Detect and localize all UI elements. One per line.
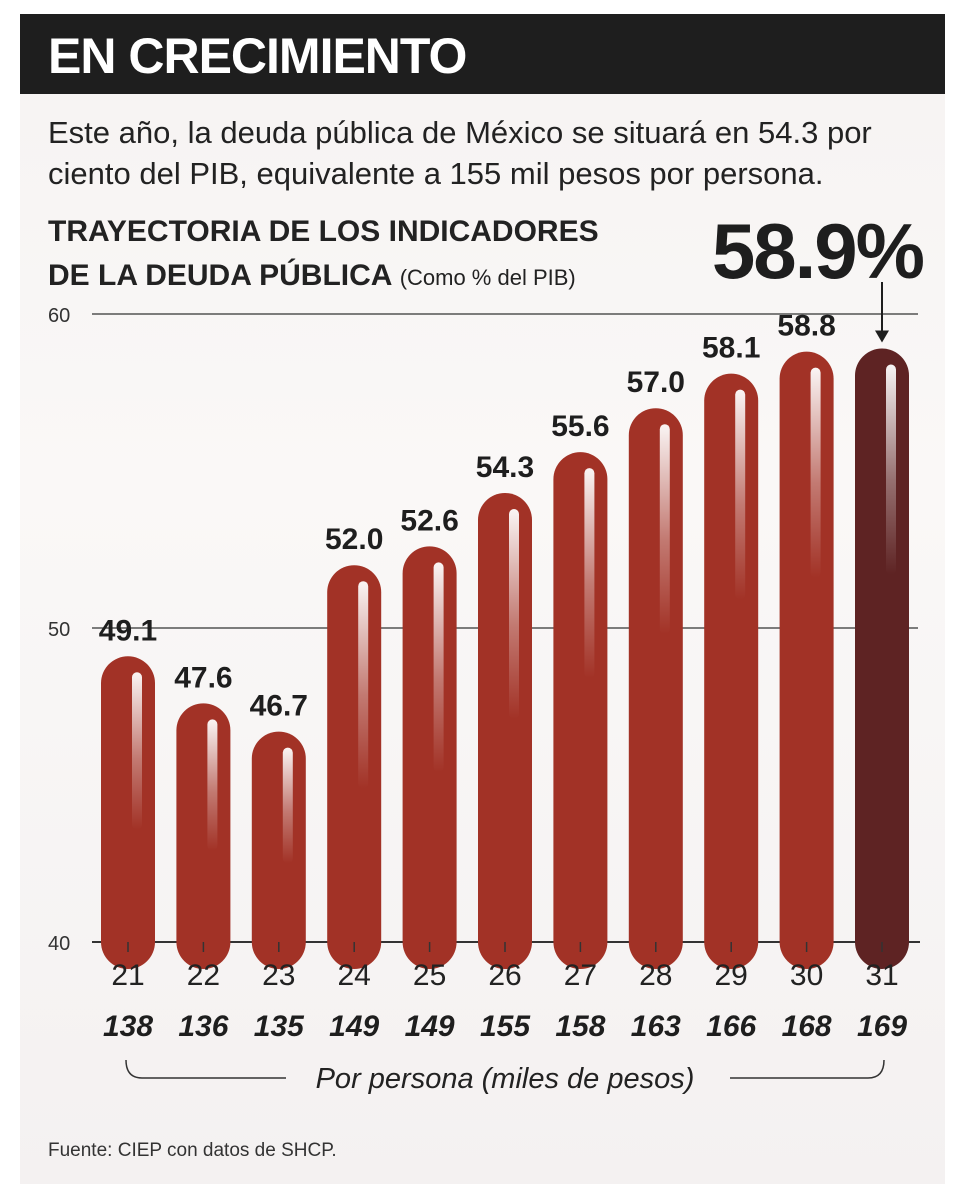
- bracket-right: [730, 1059, 885, 1079]
- per-person-label: Por persona (miles de pesos): [316, 1063, 695, 1095]
- per-person-value-30: 168: [782, 1010, 832, 1043]
- bar-shine: [282, 747, 293, 864]
- value-label-30: 58.8: [777, 310, 835, 343]
- bar-22: [176, 703, 231, 969]
- value-label-26: 54.3: [476, 451, 534, 484]
- category-label-27: 27: [564, 959, 597, 992]
- bar-31: [855, 348, 909, 969]
- source-text: CIEP con datos de SHCP.: [117, 1140, 337, 1161]
- value-label-25: 52.6: [400, 504, 458, 537]
- per-person-value-22: 136: [178, 1010, 228, 1043]
- value-label-24: 52.0: [325, 523, 383, 556]
- category-label-30: 30: [790, 959, 823, 992]
- value-label-28: 57.0: [627, 366, 685, 399]
- per-person-value-28: 163: [631, 1010, 681, 1043]
- chart-title-line2-wrap: DE LA DEUDA PÚBLICA (Como % del PIB): [48, 254, 688, 300]
- value-label-29: 58.1: [702, 332, 760, 365]
- chart-title: TRAYECTORIA DE LOS INDICADORES DE LA DEU…: [48, 210, 688, 300]
- bar-shine: [810, 367, 821, 578]
- value-label-23: 46.7: [250, 690, 308, 723]
- value-label-27: 55.6: [551, 410, 609, 443]
- bar-23: [251, 731, 306, 969]
- per-person-value-23: 135: [254, 1010, 305, 1043]
- per-person-value-21: 138: [103, 1010, 153, 1043]
- category-label-29: 29: [715, 959, 748, 992]
- per-person-value-24: 149: [329, 1010, 379, 1043]
- bar-shine: [886, 364, 896, 575]
- chart-title-line2: DE LA DEUDA PÚBLICA: [48, 259, 392, 292]
- bar-26: [478, 492, 532, 969]
- category-label-26: 26: [488, 959, 521, 992]
- per-person-value-27: 158: [555, 1010, 605, 1043]
- y-tick-label: 50: [48, 619, 70, 641]
- bar-27: [553, 452, 608, 969]
- source-label: Fuente:: [48, 1140, 113, 1161]
- bar-29: [704, 373, 759, 969]
- value-label-22: 47.6: [174, 661, 232, 694]
- y-tick-label: 40: [48, 933, 70, 955]
- bar-shine: [584, 468, 595, 679]
- bar-shine: [132, 672, 142, 830]
- header-bar: EN CRECIMIENTO: [20, 14, 945, 94]
- category-label-23: 23: [262, 959, 295, 992]
- bar-shine: [207, 719, 218, 851]
- bar-24: [327, 565, 382, 969]
- bar-shine: [735, 389, 746, 600]
- bar-shine: [509, 508, 519, 719]
- category-label-25: 25: [413, 959, 446, 992]
- category-label-24: 24: [338, 959, 371, 992]
- chart-title-unit: (Como % del PIB): [399, 265, 576, 290]
- category-label-21: 21: [111, 959, 144, 992]
- bar-25: [402, 546, 457, 969]
- chart-title-line1: TRAYECTORIA DE LOS INDICADORES: [48, 215, 599, 248]
- subtitle-text: Este año, la deuda pública de México se …: [48, 115, 872, 191]
- per-person-value-25: 149: [405, 1010, 455, 1043]
- category-label-28: 28: [639, 959, 672, 992]
- category-label-22: 22: [187, 959, 220, 992]
- per-person-value-26: 155: [480, 1010, 531, 1043]
- value-label-21: 49.1: [99, 614, 157, 647]
- category-label-31: 31: [865, 959, 898, 992]
- bar-21: [101, 656, 155, 969]
- highlight-value: 58.9%: [711, 207, 925, 295]
- y-tick-label: 60: [48, 305, 70, 327]
- arrow-head-icon: [875, 330, 889, 343]
- bracket-left: [125, 1059, 286, 1079]
- bar-shine: [433, 562, 444, 773]
- header-title: EN CRECIMIENTO: [48, 28, 467, 84]
- per-person-value-31: 169: [857, 1010, 907, 1043]
- bar-shine: [358, 581, 369, 789]
- bar-28: [628, 408, 683, 969]
- bar-30: [779, 351, 834, 969]
- source-note: Fuente: CIEP con datos de SHCP.: [48, 1140, 337, 1162]
- bar-shine: [659, 424, 670, 635]
- per-person-value-29: 166: [706, 1010, 756, 1043]
